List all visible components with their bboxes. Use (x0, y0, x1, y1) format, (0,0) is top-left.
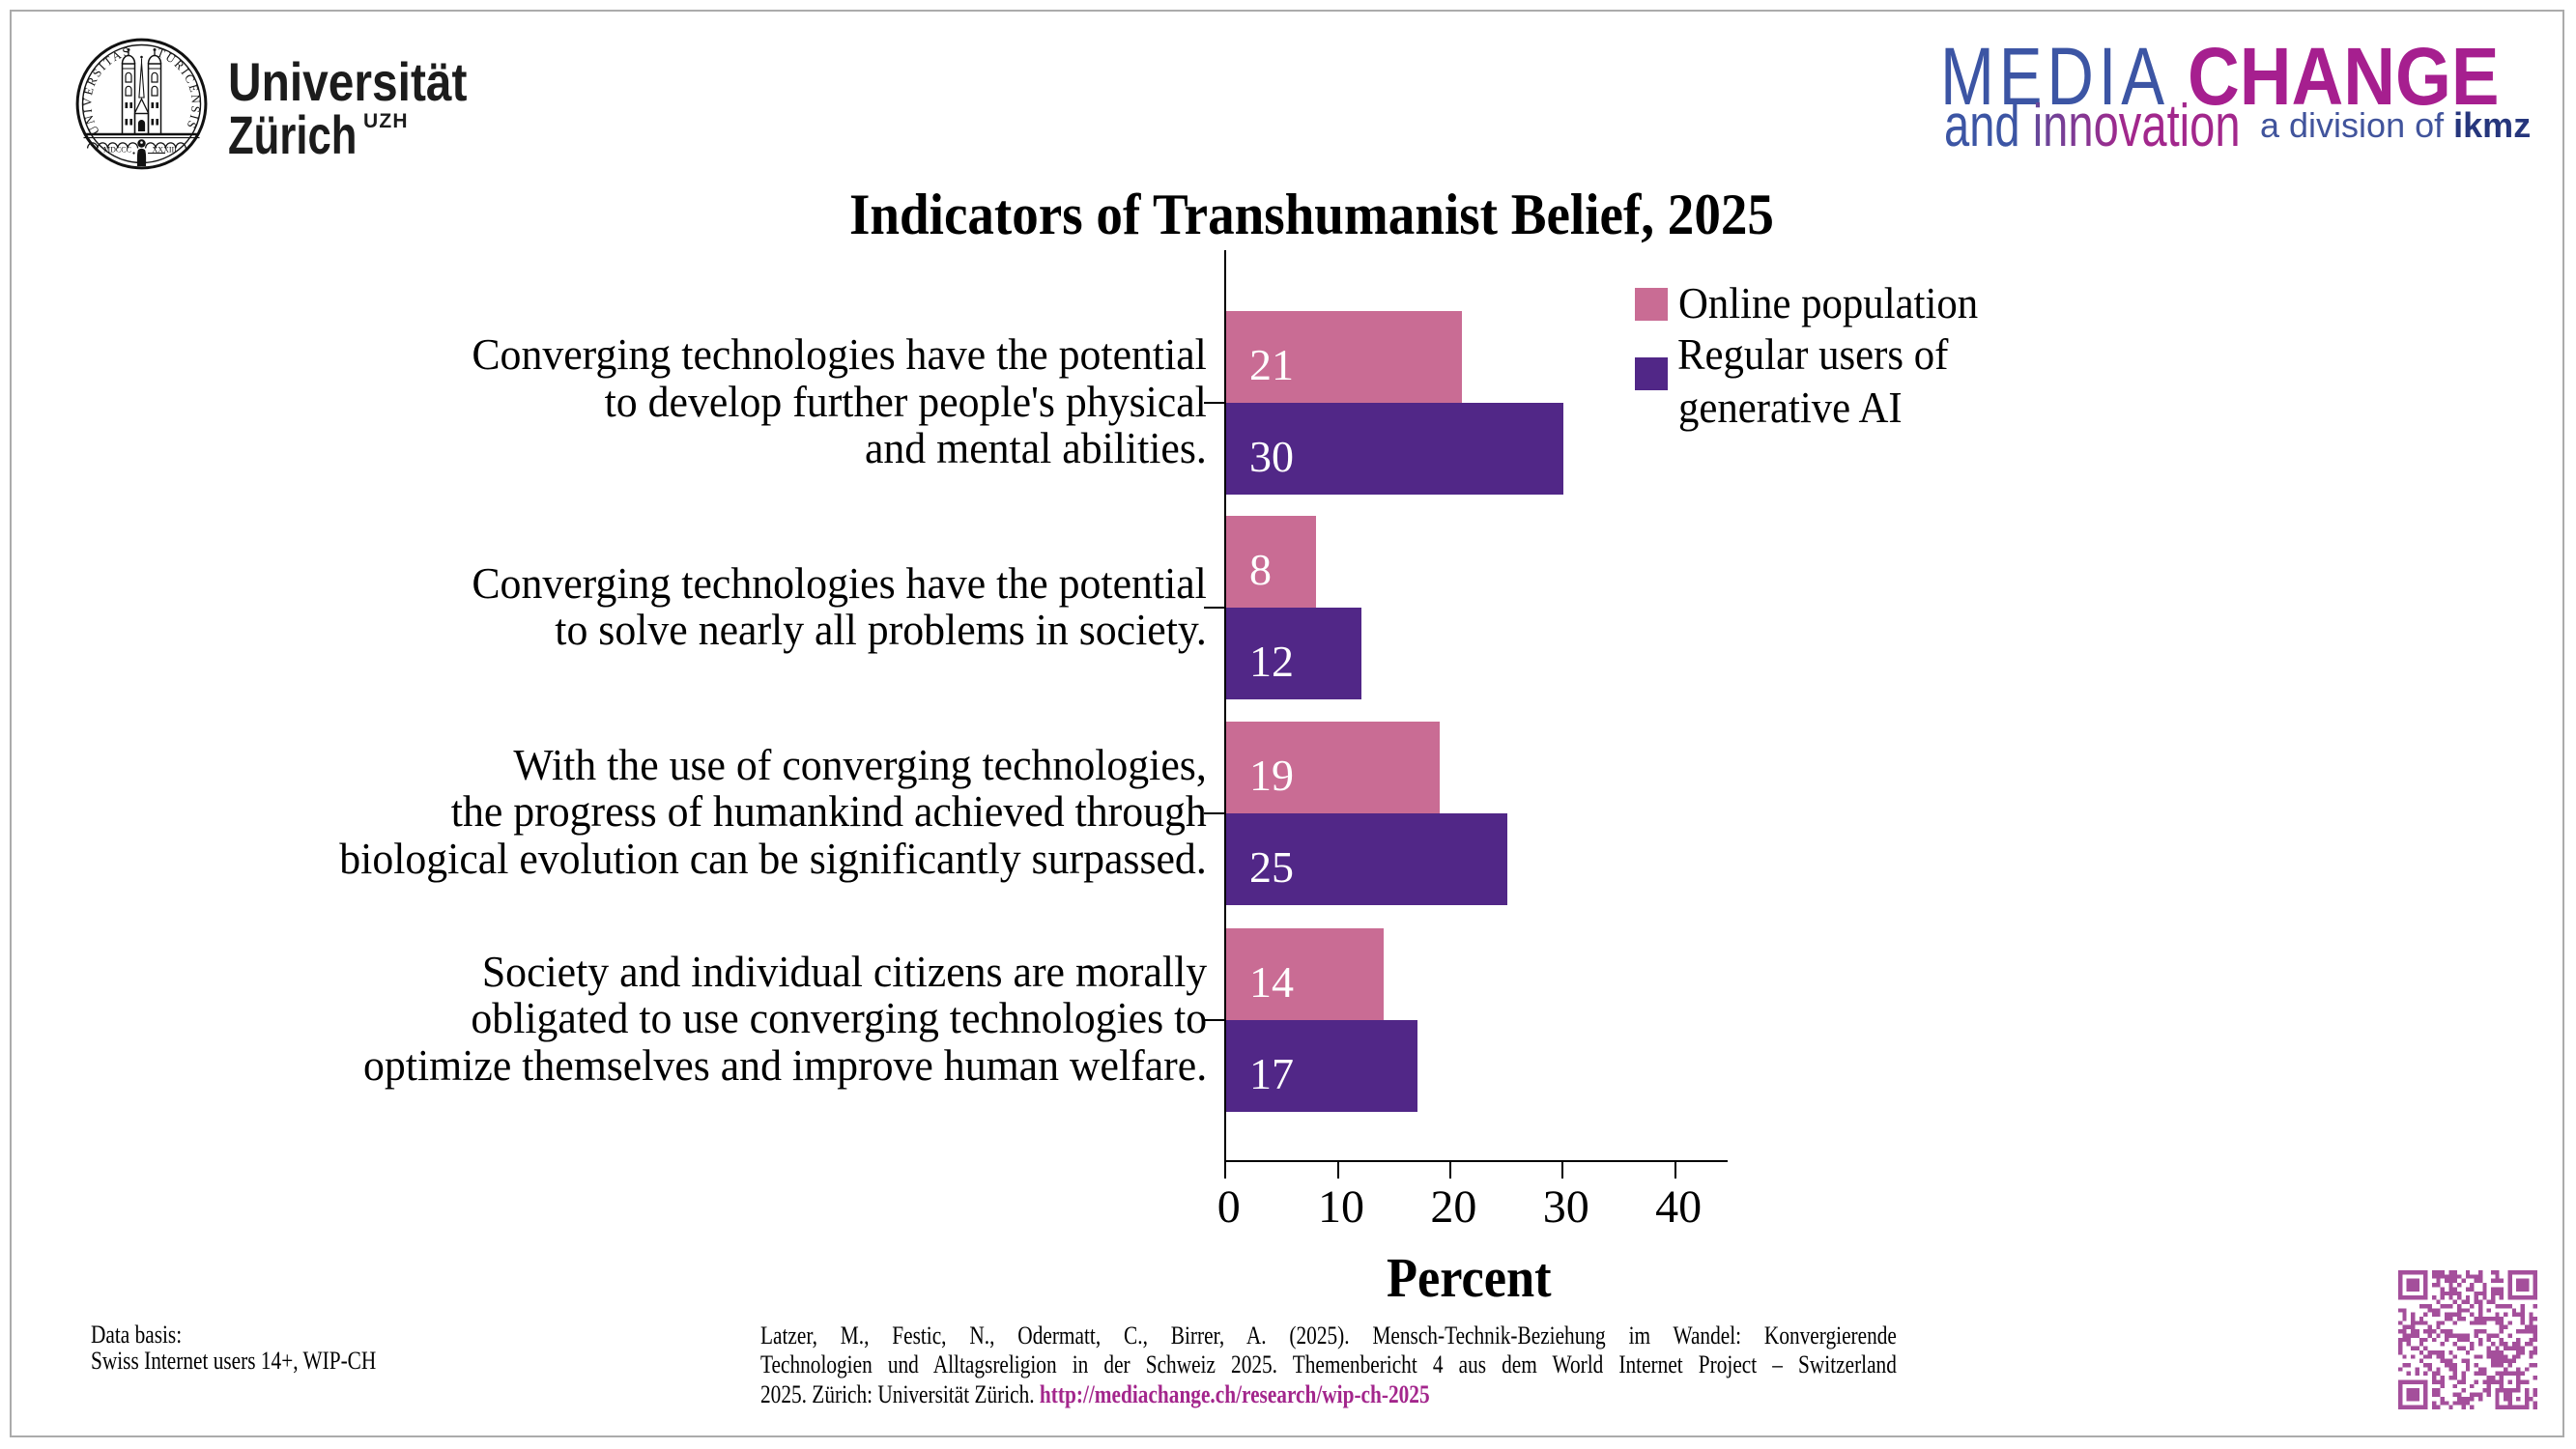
svg-text:XXXIII: XXXIII (153, 146, 178, 155)
svg-text:MDCCC: MDCCC (103, 146, 131, 155)
